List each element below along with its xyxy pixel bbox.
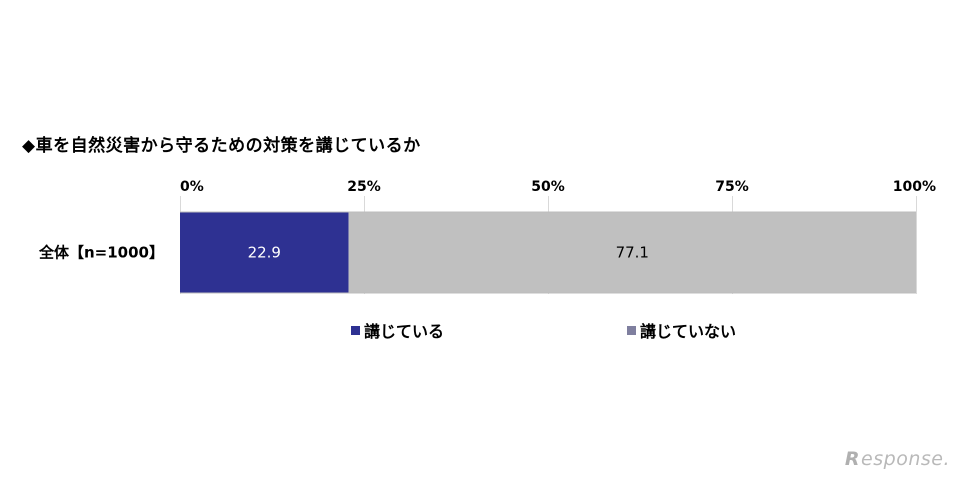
x-tick-label-3: 75% bbox=[715, 179, 749, 195]
legend-swatch-taking-measures bbox=[351, 325, 360, 335]
data-label-1: 77.1 bbox=[616, 244, 649, 262]
legend-item-not-taking-measures: 講じていない bbox=[627, 318, 736, 342]
bar-segment-0 bbox=[180, 212, 349, 293]
response-logo-mark: R bbox=[844, 448, 861, 470]
legend-label-taking-measures: 講じている bbox=[364, 322, 445, 341]
chart-title: ◆車を自然災害から守るための対策を講じているか bbox=[22, 136, 421, 156]
legend-swatch-not-taking-measures bbox=[627, 325, 636, 335]
legend-item-taking-measures: 講じている bbox=[351, 318, 444, 342]
x-tick-label-0: 0% bbox=[180, 179, 204, 195]
x-tick-label-4: 100% bbox=[893, 179, 936, 195]
legend-label-not-taking-measures: 講じていない bbox=[640, 322, 737, 341]
x-tick-label-2: 50% bbox=[531, 179, 565, 195]
x-tick-label-1: 25% bbox=[347, 179, 381, 195]
data-label-0: 22.9 bbox=[248, 244, 281, 262]
chart-legend: 講じている 講じていない bbox=[0, 318, 968, 342]
response-logo-text: esponse. bbox=[861, 448, 950, 470]
bar-segment-1 bbox=[348, 212, 916, 293]
category-label-0: 全体【n=1000】 bbox=[38, 244, 164, 262]
